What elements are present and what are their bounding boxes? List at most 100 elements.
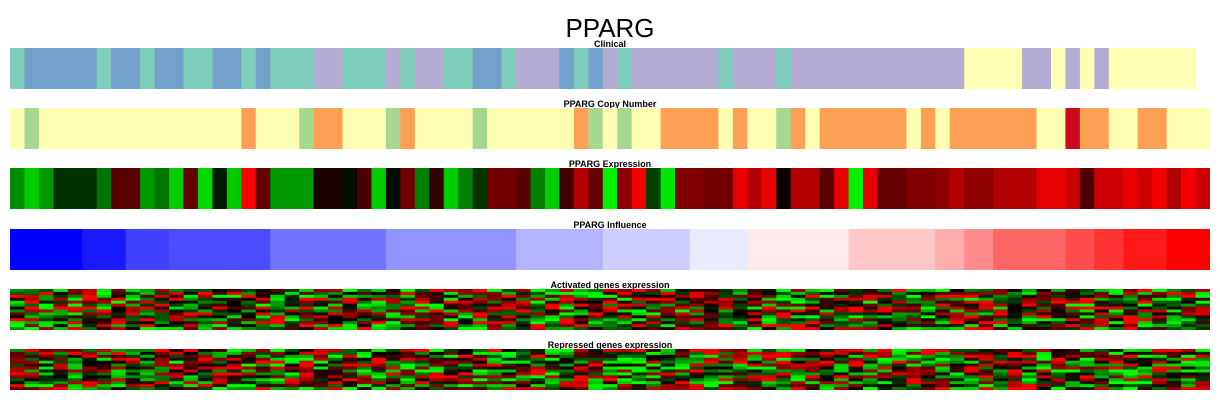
repressed-cell — [371, 378, 387, 382]
repressed-cell — [703, 363, 720, 368]
repressed-cell — [1152, 351, 1168, 356]
repressed-cell — [328, 363, 344, 368]
activated-cell — [255, 321, 271, 325]
activated-cell — [197, 289, 214, 293]
activated-cell — [1195, 309, 1210, 314]
activated-cell — [53, 312, 69, 316]
activated-cell — [299, 291, 315, 296]
clinical-cell — [82, 48, 98, 89]
activated-cell — [10, 289, 26, 293]
activated-cell — [414, 291, 430, 296]
activated-cell — [790, 297, 806, 302]
repressed-cell — [1108, 351, 1124, 356]
repressed-cell — [1181, 381, 1197, 385]
repressed-cell — [356, 384, 373, 388]
repressed-cell — [111, 378, 127, 382]
activated-cell — [747, 321, 763, 325]
activated-cell — [1065, 309, 1081, 314]
repressed-cell — [111, 366, 127, 371]
activated-cell — [183, 294, 199, 299]
activated-cell — [689, 297, 705, 302]
activated-cell — [270, 324, 286, 328]
activated-cell — [53, 303, 69, 308]
activated-cell — [67, 321, 83, 325]
activated-cell — [10, 297, 26, 302]
activated-cell — [197, 291, 214, 296]
repressed-cell — [1079, 387, 1095, 390]
repressed-cell — [877, 366, 893, 371]
activated-cell — [154, 303, 170, 308]
repressed-cell — [429, 357, 445, 362]
activated-cell — [819, 294, 835, 299]
activated-cell — [949, 297, 965, 302]
expression-cell — [1137, 168, 1153, 209]
activated-cell — [761, 318, 777, 322]
activated-cell — [183, 297, 199, 302]
activated-cell — [53, 289, 69, 293]
activated-cell — [1050, 324, 1067, 328]
repressed-cell — [617, 363, 633, 368]
activated-cell — [646, 315, 662, 319]
activated-cell — [140, 318, 156, 322]
influence-cell — [646, 229, 662, 270]
clinical-cell — [776, 48, 792, 89]
activated-cell — [1108, 297, 1124, 302]
repressed-cell — [1108, 372, 1124, 376]
repressed-cell — [819, 384, 835, 388]
activated-cell — [588, 303, 604, 308]
activated-cell — [631, 306, 647, 311]
copy-number-cell — [154, 108, 170, 149]
repressed-cell — [949, 378, 965, 382]
influence-cell — [111, 229, 127, 270]
copy-number-cell — [964, 108, 980, 149]
activated-cell — [834, 303, 850, 308]
repressed-cell — [169, 349, 185, 353]
activated-cell — [1007, 318, 1023, 322]
activated-cell — [501, 303, 517, 308]
repressed-cell — [964, 384, 980, 388]
activated-cell — [848, 294, 864, 299]
activated-cell — [617, 291, 633, 296]
expression-cell — [226, 168, 242, 209]
repressed-cell — [140, 369, 156, 374]
activated-cell — [1050, 303, 1067, 308]
activated-cell — [949, 324, 965, 328]
repressed-cell — [1050, 384, 1067, 388]
copy-number-cell — [1195, 108, 1210, 149]
activated-cell — [183, 324, 199, 328]
copy-number-cell — [949, 108, 965, 149]
repressed-cell — [1022, 360, 1038, 365]
repressed-cell — [472, 363, 488, 368]
repressed-cell — [241, 351, 257, 356]
repressed-cell — [761, 366, 777, 371]
activated-cell — [385, 291, 401, 296]
activated-cell — [602, 300, 618, 305]
clinical-cell — [747, 48, 763, 89]
activated-cell — [10, 303, 26, 308]
activated-cell — [747, 297, 763, 302]
activated-cell — [1065, 291, 1081, 296]
activated-cell — [646, 300, 662, 305]
activated-cell — [53, 297, 69, 302]
activated-cell — [530, 291, 546, 296]
copy-number-cell — [660, 108, 676, 149]
activated-cell — [342, 309, 358, 314]
copy-number-cell — [371, 108, 387, 149]
activated-cell — [255, 300, 271, 305]
repressed-cell — [1195, 381, 1210, 385]
expression-cell — [1195, 168, 1210, 209]
activated-cell — [24, 303, 40, 308]
activated-cell — [863, 300, 879, 305]
repressed-cell — [1152, 363, 1168, 368]
clinical-cell — [140, 48, 156, 89]
expression-cell — [949, 168, 965, 209]
activated-cell — [776, 300, 792, 305]
copy-number-cell — [458, 108, 474, 149]
repressed-cell — [1036, 351, 1052, 356]
expression-cell — [516, 168, 532, 209]
repressed-cell — [1094, 351, 1110, 356]
repressed-cell — [24, 357, 40, 362]
repressed-cell — [458, 363, 474, 368]
expression-cell — [776, 168, 792, 209]
activated-cell — [660, 306, 676, 311]
